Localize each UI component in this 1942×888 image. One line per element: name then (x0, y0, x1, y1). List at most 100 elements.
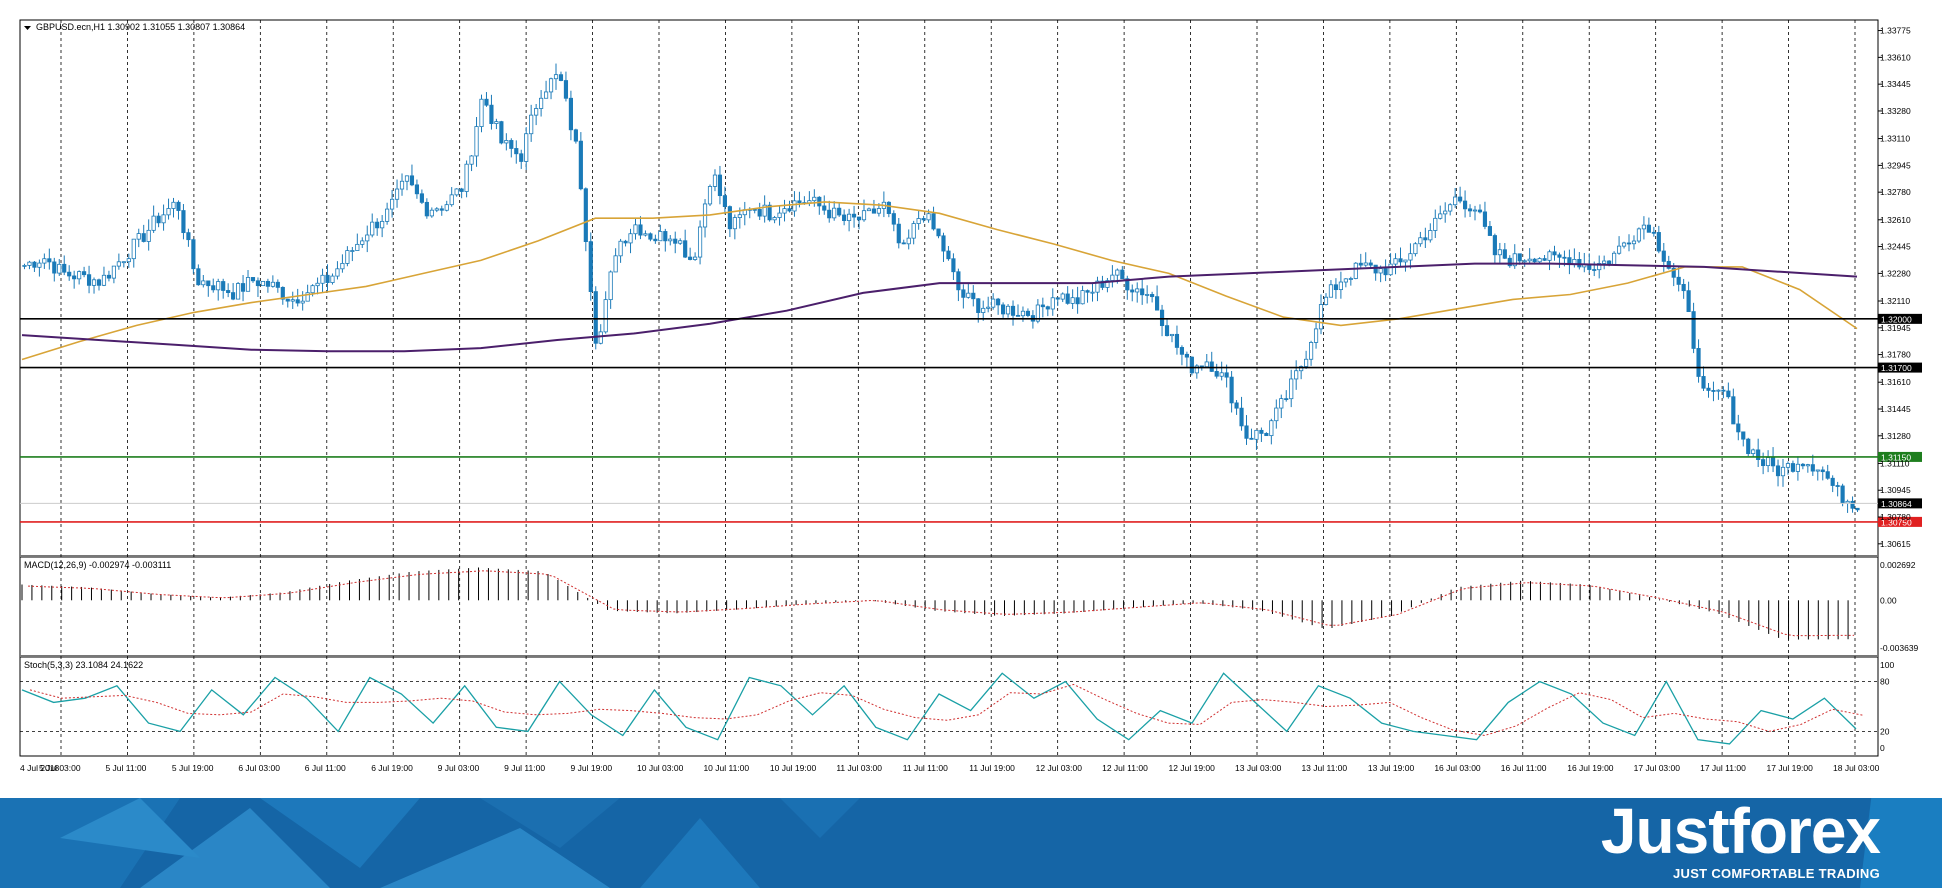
candle-body (822, 205, 827, 211)
candle-body (543, 91, 549, 99)
candle-body (1641, 224, 1646, 230)
header-dropdown-icon[interactable] (24, 26, 31, 30)
candle-body (1825, 471, 1830, 479)
price-tick-label: 1.31610 (1880, 377, 1911, 387)
candle-body (529, 114, 534, 135)
candle-body (42, 258, 47, 264)
candle-body (911, 223, 916, 239)
candle-body (1095, 280, 1100, 293)
candle-body (1150, 294, 1155, 298)
candle-body (1264, 432, 1269, 437)
candle-body (1428, 230, 1433, 241)
price-tick-label: 1.32445 (1880, 242, 1911, 252)
candle-body (1120, 269, 1125, 280)
brand-logo[interactable]: Justforex (1600, 795, 1881, 867)
candle-body (1656, 232, 1661, 252)
candle-body (27, 261, 32, 266)
ma-fast-line (21, 201, 1858, 361)
macd-tick-label: -0.003639 (1880, 643, 1919, 653)
candle-body (1224, 372, 1229, 378)
candle-body (697, 226, 703, 258)
candle-body (1517, 253, 1522, 262)
candle-body (166, 208, 171, 216)
candle-body (618, 240, 623, 257)
candle-body (981, 307, 986, 313)
candle-body (404, 175, 410, 182)
time-label: 11 Jul 11:00 (903, 763, 948, 773)
candle-body (96, 279, 102, 286)
candle-body (196, 268, 201, 286)
level-price-label: 1.30864 (1881, 499, 1912, 509)
candle-body (255, 280, 261, 287)
candle-body (1726, 390, 1731, 398)
candle-body (191, 239, 196, 270)
candle-body (111, 265, 116, 279)
candle-body (72, 275, 77, 280)
candle-body (727, 206, 732, 230)
candle-body (1462, 200, 1468, 210)
time-label: 18 Jul 03:00 (1833, 763, 1880, 773)
candle-body (688, 256, 693, 260)
candle-body (1075, 297, 1080, 305)
candle-body (1676, 276, 1681, 285)
candle-body (1810, 464, 1815, 472)
candle-body (1001, 304, 1006, 315)
candle-body (583, 188, 588, 242)
candle-body (1105, 280, 1110, 288)
candle-body (842, 214, 847, 221)
candle-body (151, 215, 156, 231)
candle-body (370, 221, 375, 236)
level-price-box (1878, 451, 1922, 462)
price-tick-label: 1.33445 (1880, 79, 1911, 89)
candle-body (1373, 264, 1378, 274)
time-label: 16 Jul 19:00 (1567, 763, 1614, 773)
candle-body (429, 209, 434, 217)
price-tick-label: 1.30945 (1880, 485, 1911, 495)
price-tick-label: 1.32610 (1880, 215, 1911, 225)
candle-body (524, 133, 529, 162)
time-label: 11 Jul 19:00 (969, 763, 1015, 773)
candle-body (1090, 291, 1095, 294)
candle-body (136, 233, 141, 240)
candle-body (1383, 268, 1388, 276)
candle-body (464, 163, 469, 192)
candle-body (866, 208, 872, 212)
candle-body (827, 209, 832, 219)
candle-body (1408, 253, 1413, 261)
candle-body (1214, 371, 1219, 377)
brand-slogan: JUST COMFORTABLE TRADING (1672, 866, 1880, 881)
candle-body (1756, 449, 1761, 461)
candle-body (126, 258, 131, 263)
time-label: 17 Jul 19:00 (1767, 763, 1814, 773)
candle-body (385, 208, 390, 222)
candle-body (106, 274, 112, 279)
candle-body (1249, 437, 1254, 440)
candle-body (976, 298, 981, 313)
candle-body (1169, 333, 1175, 337)
candle-body (1507, 257, 1512, 267)
price-tick-label: 1.31780 (1880, 350, 1911, 360)
candle-body (534, 108, 539, 116)
candle-body (797, 200, 802, 204)
candle-body (300, 300, 305, 304)
candle-body (1035, 304, 1040, 322)
candle-body (658, 231, 663, 242)
candle-body (414, 184, 420, 195)
candle-body (1795, 463, 1800, 472)
candle-body (1140, 288, 1145, 296)
candle-body (1403, 259, 1408, 263)
candle-body (1065, 293, 1070, 304)
candle-body (539, 97, 544, 109)
candle-body (1805, 464, 1810, 467)
price-tick-label: 1.30615 (1880, 539, 1911, 549)
candle-body (494, 121, 499, 124)
candle-body (221, 281, 226, 291)
candle-body (847, 213, 852, 221)
price-chart[interactable]: 1.32000 1.31700 1.31150 1.30864 1.30750 1.33… (0, 0, 1942, 798)
macd-signal-line (27, 570, 1855, 637)
candle-body (161, 214, 166, 224)
candle-body (295, 299, 300, 304)
candle-body (693, 256, 698, 260)
candle-body (1835, 485, 1840, 487)
